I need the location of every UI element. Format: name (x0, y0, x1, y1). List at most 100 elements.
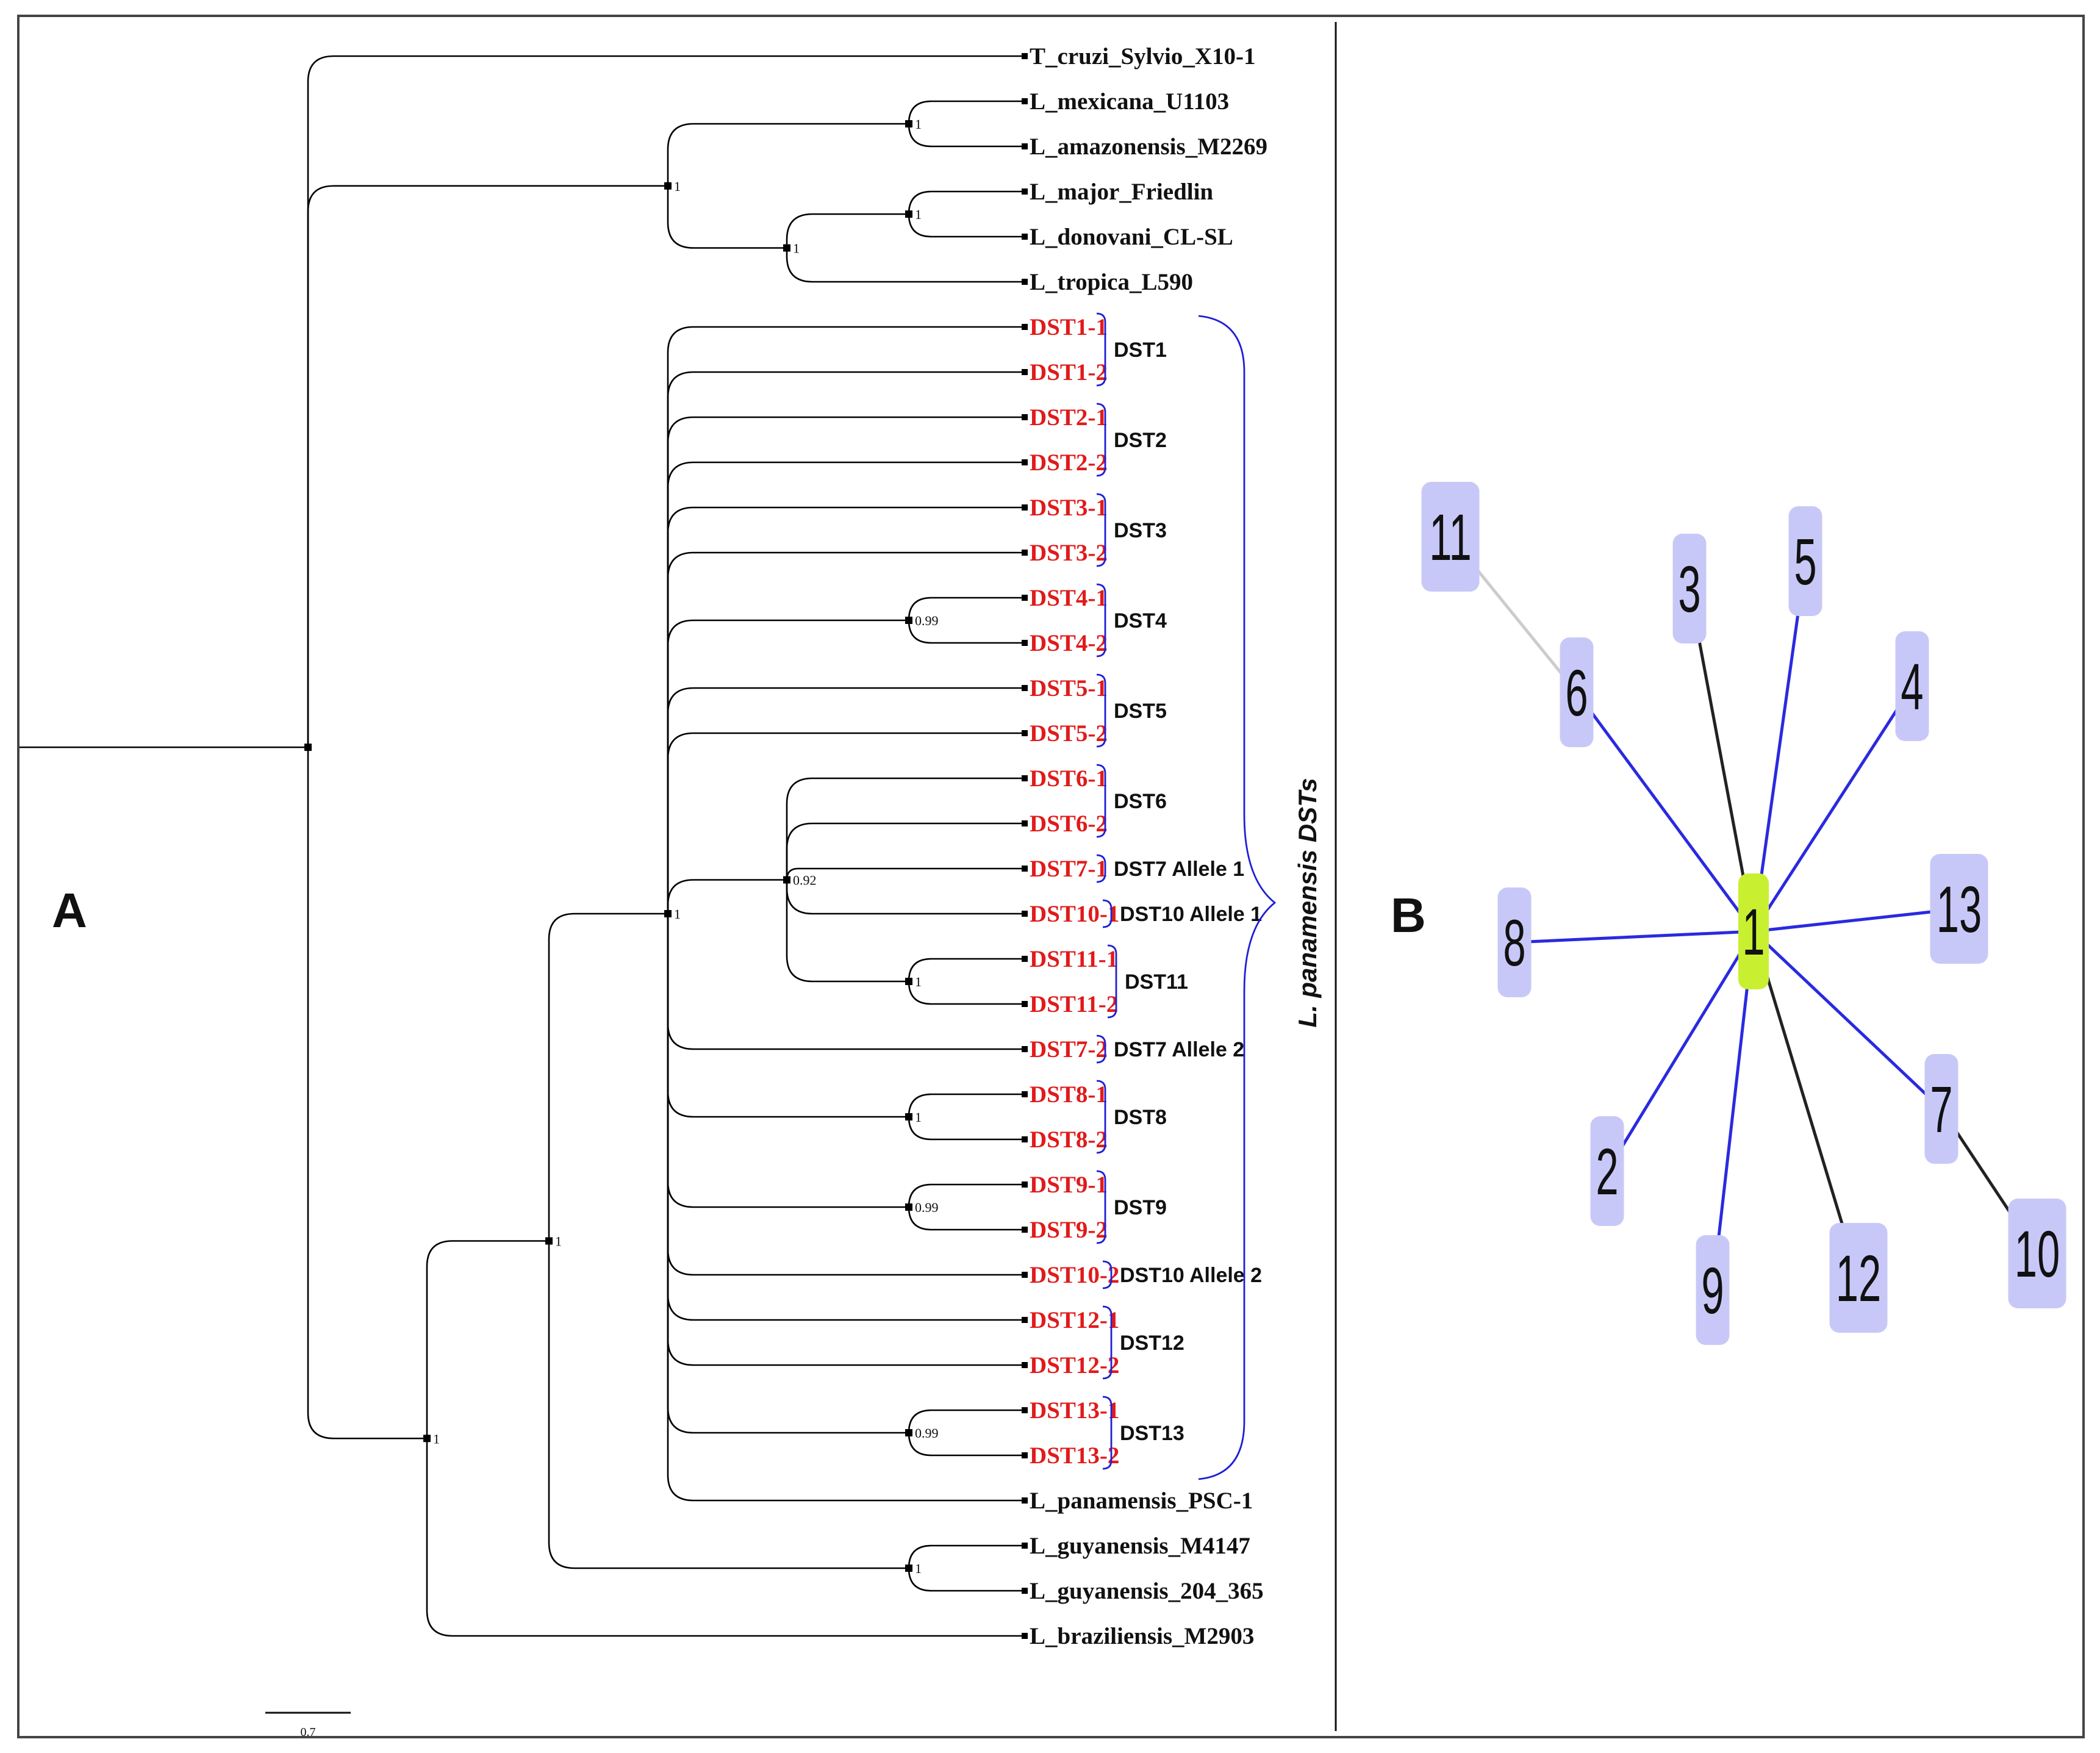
tip-marker (1022, 640, 1028, 646)
network-edge (1605, 930, 1755, 1172)
tree-node-marker (905, 978, 912, 985)
tip-label: DST1-2 (1030, 359, 1108, 385)
network-node-label: 9 (1701, 1255, 1724, 1328)
tip-label: L_major_Friedlin (1030, 179, 1213, 205)
group-bracket (1096, 1170, 1106, 1244)
tree-branch (908, 1409, 1025, 1433)
tree-node-marker (905, 210, 912, 218)
tip-marker (1022, 414, 1028, 420)
group-label: DST11 (1125, 970, 1188, 994)
tip-marker (1022, 956, 1028, 962)
group-label: DST7 Allele 2 (1114, 1038, 1244, 1061)
network-node-label: 1 (1742, 896, 1765, 969)
tree-node-marker (905, 1429, 912, 1436)
tip-label: DST7-2 (1030, 1036, 1108, 1063)
node-support-value: 1 (674, 906, 681, 922)
group-label: DST10 Allele 2 (1120, 1264, 1262, 1287)
tree-branch (786, 213, 909, 248)
tip-label: DST2-1 (1030, 404, 1108, 431)
tree-branch (786, 822, 1025, 880)
panel-b-letter: B (1391, 888, 1426, 942)
tip-label: DST6-1 (1030, 765, 1108, 792)
tip-marker (1022, 53, 1028, 59)
network-node-box (1590, 1116, 1624, 1226)
tree-branch (667, 416, 1025, 914)
node-support-value: 1 (915, 1110, 922, 1125)
node-support-value: 1 (433, 1431, 440, 1446)
tree-branch (667, 326, 1025, 914)
node-support-value: 0.99 (915, 1200, 939, 1215)
scale-bar-label: 0.7 (301, 1726, 316, 1739)
tip-label: DST13-1 (1030, 1397, 1119, 1424)
tip-marker (1022, 820, 1028, 826)
tree-branch (667, 371, 1025, 914)
tree-branch (786, 248, 1025, 283)
dst-group-brackets: DST1 DST2 DST3 DST4 DST5 DST6 DST7 Allele 1 DST… (1096, 312, 1262, 1470)
figure-frame (17, 15, 2085, 1738)
tree-branch (908, 100, 1025, 124)
group-bracket (1096, 673, 1106, 748)
tree-branch (786, 867, 1025, 880)
tip-marker (1022, 188, 1028, 195)
group-label: DST3 (1114, 519, 1167, 542)
tree-branch (908, 958, 1025, 982)
tree-nodes: 1 1 1 1 0.99 1 0.92 1 0.99 0.99 1 1 1 1 (304, 117, 939, 1576)
tip-label: DST3-1 (1030, 495, 1108, 521)
network-edge (1753, 907, 1960, 933)
group-bracket (1102, 1260, 1113, 1289)
network-node-box (2008, 1199, 2066, 1308)
network-node-label: 10 (2015, 1218, 2060, 1291)
tree-branch (667, 914, 909, 1208)
tip-marker (1022, 1588, 1028, 1594)
node-support-value: 0.99 (915, 1425, 939, 1441)
network-edges (1449, 536, 2039, 1291)
group-label: DST4 (1114, 609, 1167, 633)
network-node-box (1696, 1235, 1730, 1345)
tree-node-marker (783, 244, 790, 252)
panel-a-letter: A (52, 883, 87, 937)
group-label: DST1 (1114, 339, 1167, 362)
phylogenetic-tree-panel: A 1 1 1 1 0.99 1 0.92 1 0.99 0.99 1 1 1 1 T_cruzi_Syl… (20, 43, 1322, 1739)
tree-branch (667, 914, 909, 1118)
tip-marker (1022, 369, 1028, 375)
tree-branch (548, 1241, 909, 1569)
network-node-label: 12 (1836, 1242, 1881, 1316)
tip-label: L_mexicana_U1103 (1030, 88, 1229, 115)
tree-branch (307, 747, 427, 1439)
tip-marker (1022, 279, 1028, 285)
network-node-box (1421, 482, 1480, 592)
tip-marker (1022, 98, 1028, 104)
network-node-label: 2 (1596, 1136, 1618, 1209)
tip-marker (1022, 730, 1028, 736)
tree-branch (908, 1183, 1025, 1208)
tip-marker (1022, 143, 1028, 149)
node-support-value: 1 (915, 974, 922, 989)
tree-branch (667, 619, 909, 914)
node-support-value: 1 (674, 179, 681, 194)
network-node-box (1895, 631, 1929, 741)
tip-label: DST13-2 (1030, 1443, 1119, 1469)
group-bracket (1096, 312, 1106, 387)
group-bracket (1102, 1396, 1113, 1470)
group-bracket (1102, 899, 1113, 928)
network-edge (1752, 685, 1914, 933)
network-edge (1752, 561, 1807, 932)
network-node-label: 8 (1503, 907, 1525, 980)
tree-node-marker (664, 910, 672, 917)
tip-marker (1022, 1272, 1028, 1278)
group-label: DST7 Allele 1 (1114, 858, 1244, 881)
tip-marker (1022, 1407, 1028, 1413)
tip-marker (1022, 1317, 1028, 1323)
tip-label: DST11-1 (1030, 946, 1118, 972)
tree-branch (307, 185, 668, 748)
tip-label: DST1-1 (1030, 314, 1108, 340)
node-support-value: 1 (555, 1234, 562, 1249)
tip-marker (1022, 234, 1028, 240)
tree-branch (908, 213, 1025, 238)
group-label: DST9 (1114, 1196, 1167, 1219)
tip-marker (1022, 1046, 1028, 1052)
tip-label: DST9-1 (1030, 1172, 1108, 1198)
network-node-label: 11 (1429, 501, 1472, 575)
tip-marker (1022, 685, 1028, 691)
